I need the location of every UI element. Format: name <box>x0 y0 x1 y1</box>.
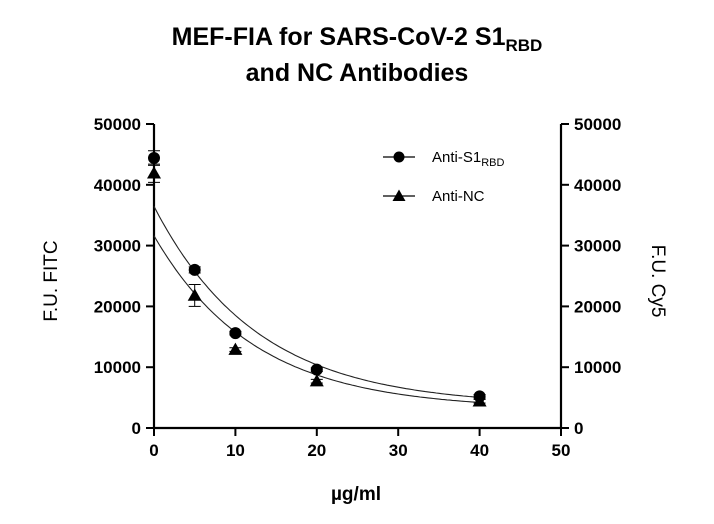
y-axis-right-label: F.U. Cy5 <box>647 245 668 318</box>
y-left-tick-label: 0 <box>132 419 141 438</box>
y-axis-left-label: F.U. FITC <box>41 240 62 321</box>
x-tick-label: 20 <box>307 441 326 460</box>
y-right-tick-label: 50000 <box>574 115 621 134</box>
data-point-anti-nc <box>147 166 161 179</box>
y-left-tick-label: 50000 <box>94 115 141 134</box>
chart-title-text: MEF-FIA for SARS-CoV-2 S1 <box>171 23 506 51</box>
x-axis-label: µg/ml <box>331 484 381 505</box>
data-point-anti-nc <box>228 342 243 355</box>
data-point-anti-s1 <box>310 363 323 376</box>
data-point-anti-s1 <box>148 152 160 165</box>
x-tick-label: 50 <box>552 441 571 460</box>
x-tick-label: 10 <box>226 441 245 460</box>
x-tick-label: 40 <box>470 441 489 460</box>
y-left-tick-label: 40000 <box>94 176 141 195</box>
x-tick-label: 30 <box>389 441 408 460</box>
legend-marker-circle <box>393 151 405 163</box>
legend-label-s1: Anti-S1RBD <box>432 149 504 169</box>
legend-label-s1-text: Anti-S1 <box>432 149 481 166</box>
chart-title-subscript: RBD <box>505 36 543 55</box>
legend-label-nc: Anti-NC <box>432 188 485 205</box>
y-left-tick-label: 30000 <box>94 237 141 256</box>
y-left-tick-label: 20000 <box>94 297 141 316</box>
y-right-tick-label: 40000 <box>574 176 621 195</box>
y-left-tick-label: 10000 <box>94 358 141 377</box>
data-point-anti-nc <box>472 394 487 407</box>
y-right-tick-label: 20000 <box>574 297 621 316</box>
chart-title-line-2: and NC Antibodies <box>245 59 469 87</box>
axes-group <box>146 123 569 436</box>
y-right-tick-label: 10000 <box>574 358 621 377</box>
legend: Anti-S1RBD Anti-NC <box>383 149 504 205</box>
y-right-tick-label: 30000 <box>574 237 621 256</box>
x-tick-label: 0 <box>149 441 158 460</box>
data-point-anti-s1 <box>229 327 242 340</box>
data-point-anti-s1 <box>188 263 201 276</box>
legend-marker-triangle <box>392 189 406 201</box>
data-point-anti-nc <box>187 288 202 301</box>
data-point-anti-nc <box>309 374 324 387</box>
data-points-group <box>147 150 487 407</box>
y-right-tick-label: 0 <box>574 419 583 438</box>
legend-label-s1-subscript: RBD <box>481 157 504 169</box>
chart-title-line-1: MEF-FIA for SARS-CoV-2 S1RBD <box>0 22 714 61</box>
